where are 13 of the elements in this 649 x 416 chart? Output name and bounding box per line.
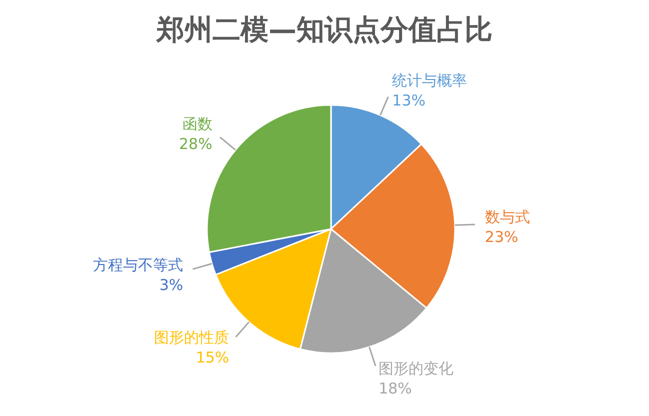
chart-title: 郑州二模—知识点分值占比 — [155, 12, 494, 48]
data-label: 13% — [392, 92, 426, 110]
slice-label: 统计与概率 — [392, 72, 468, 90]
data-label: 23% — [484, 228, 518, 246]
data-label: 18% — [378, 379, 412, 398]
data-label: 28% — [178, 134, 212, 153]
data-label: 15% — [196, 348, 230, 367]
slice-label: 函数 — [182, 114, 212, 133]
slice-label: 图形的性质 — [154, 328, 230, 347]
slice-label: 数与式 — [484, 208, 530, 226]
slice-label: 图形的变化 — [378, 359, 454, 378]
slice-label: 方程与不等式 — [93, 256, 184, 274]
data-label: 3% — [159, 276, 184, 294]
